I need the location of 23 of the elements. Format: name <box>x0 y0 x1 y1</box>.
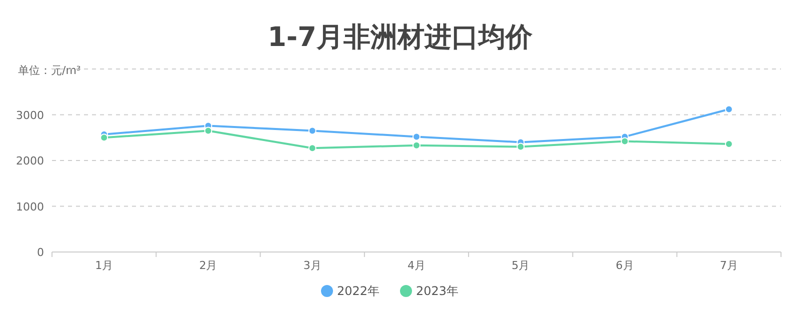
point <box>516 142 525 151</box>
x-tick-label: 4月 <box>408 259 426 272</box>
x-tick-label: 2月 <box>199 259 218 272</box>
point <box>724 105 733 114</box>
chart-title: 1-7月非洲材进口均价 <box>268 22 534 53</box>
y-tick-label: 2000 <box>16 154 44 168</box>
y-tick-label: 1000 <box>16 200 44 214</box>
x-tick-label: 5月 <box>512 259 530 272</box>
y-tick-label: 3000 <box>16 108 44 122</box>
point <box>100 134 108 142</box>
point <box>412 132 420 141</box>
point <box>412 141 420 150</box>
x-tick-label: 6月 <box>616 259 634 272</box>
y-tick-label: 0 <box>37 246 44 259</box>
x-tick-label: 7月 <box>720 259 738 272</box>
point <box>308 144 316 152</box>
point <box>204 126 212 135</box>
legend-label: 2022年 <box>337 284 380 298</box>
x-tick-label: 1月 <box>95 259 114 272</box>
point <box>308 126 316 135</box>
x-tick-label: 3月 <box>303 259 322 272</box>
point <box>620 137 629 146</box>
legend-label: 2023年 <box>416 284 459 298</box>
